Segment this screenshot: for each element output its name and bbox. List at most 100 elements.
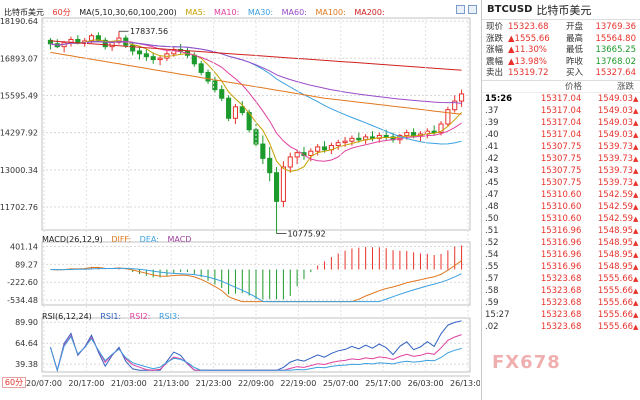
quote-value: 15319.72: [508, 68, 549, 78]
rsi-line: [49, 335, 462, 373]
up-arrow-icon: ▲: [633, 106, 639, 115]
candle-body: [109, 41, 115, 48]
trade-price: 15307.75: [540, 141, 582, 152]
up-arrow-icon: ▲: [633, 94, 639, 103]
macd-legend: MACD(26,12,9) DIFF: DEA: MACD: [42, 235, 197, 244]
up-arrow-icon: ▲: [633, 142, 639, 151]
ma100-label: MA100:: [315, 8, 346, 17]
candle-body: [102, 39, 108, 48]
quote-label: 买入: [566, 68, 584, 78]
candle-body: [431, 130, 437, 134]
chart-svg[interactable]: 18190.64 16893.07 15595.49 14297.92 13000.34…: [0, 0, 480, 400]
quote-value: 13665.25: [595, 45, 636, 55]
y-tick-label: 15595.49: [0, 91, 38, 100]
zoom-out-icon[interactable]: [468, 5, 477, 14]
trade-row[interactable]: .45 15307.75 1539.73 ▲: [482, 177, 640, 189]
trade-price: 15317.04: [540, 105, 582, 116]
ma60-label: MA60:: [281, 8, 307, 17]
trade-row[interactable]: .02 15323.68 1555.66 ▲: [482, 321, 640, 333]
trade-price: 15316.96: [540, 261, 582, 272]
trade-row[interactable]: .40 15317.04 1549.03 ▲: [482, 129, 640, 141]
trade-price: 15323.68: [540, 297, 582, 308]
up-arrow-icon: ▲: [633, 118, 639, 127]
trade-row[interactable]: .51 15316.96 1548.95 ▲: [482, 225, 640, 237]
period-button[interactable]: 60分: [2, 377, 26, 388]
trade-row[interactable]: .52 15316.96 1548.95 ▲: [482, 237, 640, 249]
trade-row[interactable]: .57 15323.68 1555.66 ▲: [482, 273, 640, 285]
trade-price: 15323.68: [540, 285, 582, 296]
up-arrow-icon: ▲: [633, 190, 639, 199]
trade-change: 1548.95: [597, 237, 634, 248]
trade-change: 1549.03: [597, 93, 634, 104]
trade-row[interactable]: .37 15317.04 1549.03 ▲: [482, 105, 640, 117]
trade-change: 1548.95: [597, 261, 634, 272]
candle-body: [294, 152, 300, 158]
quote-value: 13769.36: [595, 22, 636, 32]
chart-area[interactable]: 18190.64 16893.07 15595.49 14297.92 13000.34…: [0, 0, 480, 400]
period-label: 60分: [52, 8, 71, 17]
quote-value: ▲13.98%: [508, 56, 547, 67]
trade-row[interactable]: .42 15307.75 1539.73 ▲: [482, 153, 640, 165]
trade-change: 1539.73: [597, 177, 634, 188]
trade-change: 1548.95: [597, 249, 634, 260]
trade-row[interactable]: .54 15316.96 1548.95 ▲: [482, 249, 640, 261]
candle-body: [315, 146, 321, 152]
trade-row[interactable]: .59 15323.68 1555.66 ▲: [482, 297, 640, 309]
zoom-in-icon[interactable]: [456, 5, 465, 14]
trade-row[interactable]: .41 15307.75 1539.73 ▲: [482, 141, 640, 153]
up-arrow-icon: ▲: [633, 202, 639, 211]
candle-body: [219, 89, 225, 99]
trade-price: 15307.75: [540, 165, 582, 176]
trade-price: 15307.75: [540, 153, 582, 164]
trade-row[interactable]: 15:26 15317.04 1549.03 ▲: [482, 93, 640, 105]
candle-body: [150, 56, 156, 61]
x-tick-label: 26/13:00: [450, 379, 480, 388]
y-tick-label: 16893.07: [0, 54, 38, 63]
trade-change: 1555.66: [597, 297, 634, 308]
candle-body: [287, 156, 293, 168]
trade-row[interactable]: .58 15323.68 1555.66 ▲: [482, 285, 640, 297]
trade-time: .43: [485, 165, 499, 176]
trade-change: 1542.59: [597, 189, 634, 200]
rsi3-label: RSI3:: [158, 312, 180, 321]
trade-change: 1549.03: [597, 105, 634, 116]
quote-row: 卖出 15319.72 买入 15327.64: [486, 68, 636, 80]
x-tick-label: 21/23:00: [196, 379, 232, 388]
y-tick-label: 401.14: [10, 243, 38, 252]
up-arrow-icon: ▲: [633, 166, 639, 175]
candle-body: [356, 137, 362, 141]
price-header: 价格: [564, 81, 582, 92]
trade-row[interactable]: .47 15310.60 1542.59 ▲: [482, 189, 640, 201]
up-arrow-icon: ▲: [633, 298, 639, 307]
up-arrow-icon: ▲: [633, 226, 639, 235]
trade-change: 1549.03: [597, 129, 634, 140]
trade-price: 15307.75: [540, 177, 582, 188]
y-tick-label: 14297.92: [0, 129, 38, 138]
up-arrow-icon: ▲: [633, 310, 639, 319]
trade-row[interactable]: .50 15310.60 1542.59 ▲: [482, 213, 640, 225]
trade-change: 1542.59: [597, 213, 634, 224]
trade-row[interactable]: 15:27 15323.68 1555.66 ▲: [482, 309, 640, 321]
chart-toolbar: [456, 5, 477, 14]
rsi-label: RSI(6,12,24): [42, 312, 92, 321]
quote-value: ▲11.30%: [508, 45, 547, 55]
trade-row[interactable]: .39 15317.04 1549.03 ▲: [482, 117, 640, 129]
trade-row[interactable]: .55 15316.96 1548.95 ▲: [482, 261, 640, 273]
candle-body: [253, 129, 259, 145]
trade-row[interactable]: .43 15307.75 1539.73 ▲: [482, 165, 640, 177]
trade-price: 15316.96: [540, 237, 582, 248]
candle-body: [212, 80, 218, 91]
candle-body: [191, 54, 197, 65]
trade-row[interactable]: .48 15310.60 1542.59 ▲: [482, 201, 640, 213]
ma-line: [50, 41, 462, 104]
rsi-legend: RSI(6,12,24) RSI1: RSI2: RSI3:: [42, 312, 186, 321]
trade-time: .45: [485, 177, 499, 188]
trades-header: 价格 涨跌: [482, 81, 640, 93]
up-arrow-icon: ▲: [633, 130, 639, 139]
ma-label: MA(5,10,30,60,100,200): [79, 8, 177, 17]
ma10-label: MA10:: [214, 8, 240, 17]
trade-price: 15316.96: [540, 249, 582, 260]
trades-list[interactable]: 15:26 15317.04 1549.03 ▲ .37 15317.04 1549.03 ▲…: [482, 93, 640, 333]
trade-time: .40: [485, 129, 499, 140]
x-tick-label: 25/17:00: [365, 379, 401, 388]
